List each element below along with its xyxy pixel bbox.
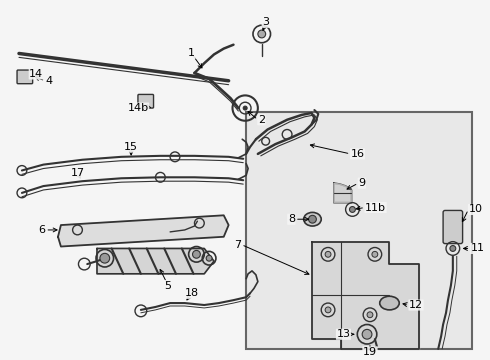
Text: 14: 14 bbox=[29, 69, 44, 79]
Ellipse shape bbox=[304, 212, 321, 226]
Circle shape bbox=[325, 307, 331, 313]
Circle shape bbox=[367, 312, 373, 318]
Text: 18: 18 bbox=[185, 288, 198, 298]
Text: 3: 3 bbox=[262, 17, 269, 27]
Circle shape bbox=[450, 246, 456, 251]
Circle shape bbox=[309, 215, 317, 223]
Text: 7: 7 bbox=[234, 239, 241, 249]
Circle shape bbox=[100, 253, 110, 263]
Text: 15: 15 bbox=[124, 142, 138, 152]
Text: 10: 10 bbox=[468, 204, 483, 215]
Text: 2: 2 bbox=[258, 115, 265, 125]
Text: 11: 11 bbox=[470, 243, 485, 253]
Circle shape bbox=[325, 251, 331, 257]
Polygon shape bbox=[58, 215, 229, 247]
Text: 11b: 11b bbox=[365, 203, 386, 212]
Ellipse shape bbox=[380, 296, 399, 310]
Text: 9: 9 bbox=[358, 178, 366, 188]
Text: 13: 13 bbox=[337, 329, 350, 339]
FancyBboxPatch shape bbox=[138, 94, 153, 108]
Circle shape bbox=[362, 329, 372, 339]
Circle shape bbox=[372, 251, 378, 257]
Text: 16: 16 bbox=[350, 149, 365, 159]
Circle shape bbox=[258, 30, 266, 38]
Circle shape bbox=[243, 106, 247, 110]
Text: 1: 1 bbox=[188, 49, 195, 58]
Circle shape bbox=[349, 207, 355, 212]
Text: 8: 8 bbox=[288, 214, 295, 224]
Text: 14b: 14b bbox=[127, 103, 148, 113]
Circle shape bbox=[193, 251, 200, 258]
Text: 17: 17 bbox=[71, 168, 85, 179]
Text: 19: 19 bbox=[363, 347, 377, 357]
Text: 5: 5 bbox=[165, 280, 172, 291]
FancyBboxPatch shape bbox=[443, 211, 463, 244]
Text: 6: 6 bbox=[38, 225, 45, 235]
Polygon shape bbox=[313, 242, 419, 349]
Circle shape bbox=[206, 255, 212, 261]
Text: 12: 12 bbox=[409, 300, 423, 310]
Bar bbox=[246, 112, 472, 349]
Polygon shape bbox=[97, 248, 214, 274]
Polygon shape bbox=[334, 183, 351, 203]
FancyBboxPatch shape bbox=[17, 70, 33, 84]
Text: 4: 4 bbox=[45, 76, 52, 86]
